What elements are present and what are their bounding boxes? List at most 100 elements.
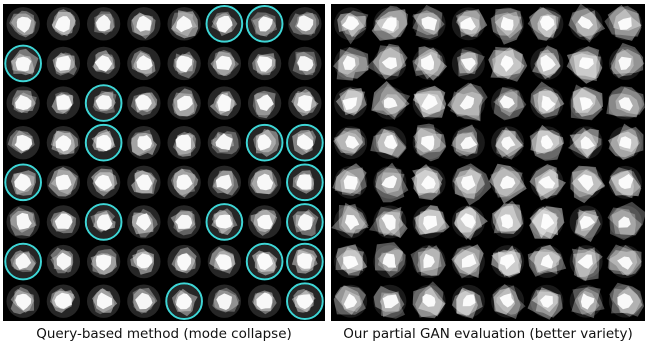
sample-cell [569,205,603,242]
sample-cell [451,7,488,41]
mode-collapse-highlight-circle [84,123,123,162]
sample-cell [569,84,603,121]
sample-cell [608,282,644,318]
sample-cell [371,81,411,120]
sample-cell [569,165,606,204]
mode-collapse-highlight-circle [205,203,244,241]
sample-cell [86,205,121,239]
sample-cell [247,284,282,318]
sample-cell [167,7,201,41]
sample-cell [46,165,81,199]
sample-cell [451,284,485,319]
right-caption: Our partial GAN evaluation (better varie… [343,326,633,342]
sample-cell [46,7,81,41]
sample-cell [167,46,201,81]
sample-cell [207,205,242,239]
sample-cell [333,284,368,318]
sample-cell [46,284,81,318]
mode-collapse-highlight-circle [286,242,324,281]
sample-cell [247,46,282,81]
sample-cell [373,284,407,319]
sample-cell [527,6,564,41]
sample-cell [412,4,446,41]
sample-cell [86,165,121,199]
sample-cell [86,126,121,160]
sample-cell [86,86,121,120]
mode-collapse-highlight-circle [286,203,324,241]
sample-cell [167,284,201,318]
sample-cell [247,86,282,120]
sample-cell [127,205,161,239]
sample-cell [288,126,322,160]
sample-cell [6,284,40,318]
mode-collapse-highlight-circle [4,163,42,202]
sample-cell [527,244,567,279]
sample-cell [288,284,322,318]
sample-cell [491,284,526,319]
sample-cell [606,86,645,120]
sample-cell [207,126,242,160]
sample-cell [451,244,485,279]
sample-cell [529,164,566,201]
sample-cell [451,205,488,241]
sample-cell [207,46,242,81]
mode-collapse-samples [4,4,324,321]
sample-cell [288,86,322,120]
sample-cell [529,205,565,239]
sample-cell [6,205,40,239]
mode-collapse-highlight-circle [286,282,324,321]
sample-cell [488,46,528,82]
sample-cell [569,284,605,319]
sample-cell [491,86,527,121]
sample-cell [167,126,201,160]
sample-cell [530,81,565,120]
sample-cell [411,164,446,201]
sample-cell [369,205,408,239]
sample-cell [247,205,282,239]
sample-cell [334,7,369,45]
query-based-sample-grid [3,4,325,321]
varied-samples [331,4,645,320]
sample-cell [447,82,488,122]
sample-cell [488,163,527,204]
sample-cell [607,201,645,241]
sample-cell [6,86,40,120]
sample-cell [451,124,485,160]
sample-cell [127,126,161,160]
sample-cell [247,165,282,199]
sample-cell [46,126,81,160]
sample-cell [167,86,201,120]
sample-cell [334,86,368,120]
sample-cell [247,7,282,41]
sample-cell [127,46,161,81]
mode-collapse-highlight-circle [286,163,324,202]
mode-collapse-highlight-circle [245,242,284,281]
mode-collapse-highlight-circle [4,242,42,281]
sample-cell [451,46,485,80]
sample-cell [606,244,642,279]
sample-cell [288,165,322,199]
sample-cell [491,245,525,279]
sample-cell [207,86,242,120]
sample-cell [288,46,322,81]
sample-cell [608,42,645,80]
sample-cell [167,244,201,279]
mode-collapse-highlight-circle [165,282,203,321]
sample-cell [331,202,369,239]
mode-collapse-highlight-circle [245,123,284,162]
sample-cell [86,46,121,81]
sample-cell [333,46,369,81]
mode-collapse-highlight-circle [205,4,244,43]
sample-cell [207,7,242,41]
sample-cell [86,7,121,41]
sample-cell [6,165,40,199]
sample-cell [127,244,161,279]
sample-cell [334,244,368,279]
sample-cell [568,4,606,43]
sample-cell [127,86,161,120]
sample-cell [127,284,161,318]
sample-cell [410,245,446,279]
sample-cell [247,244,282,279]
sample-cell [412,46,448,81]
sample-cell [6,126,40,160]
